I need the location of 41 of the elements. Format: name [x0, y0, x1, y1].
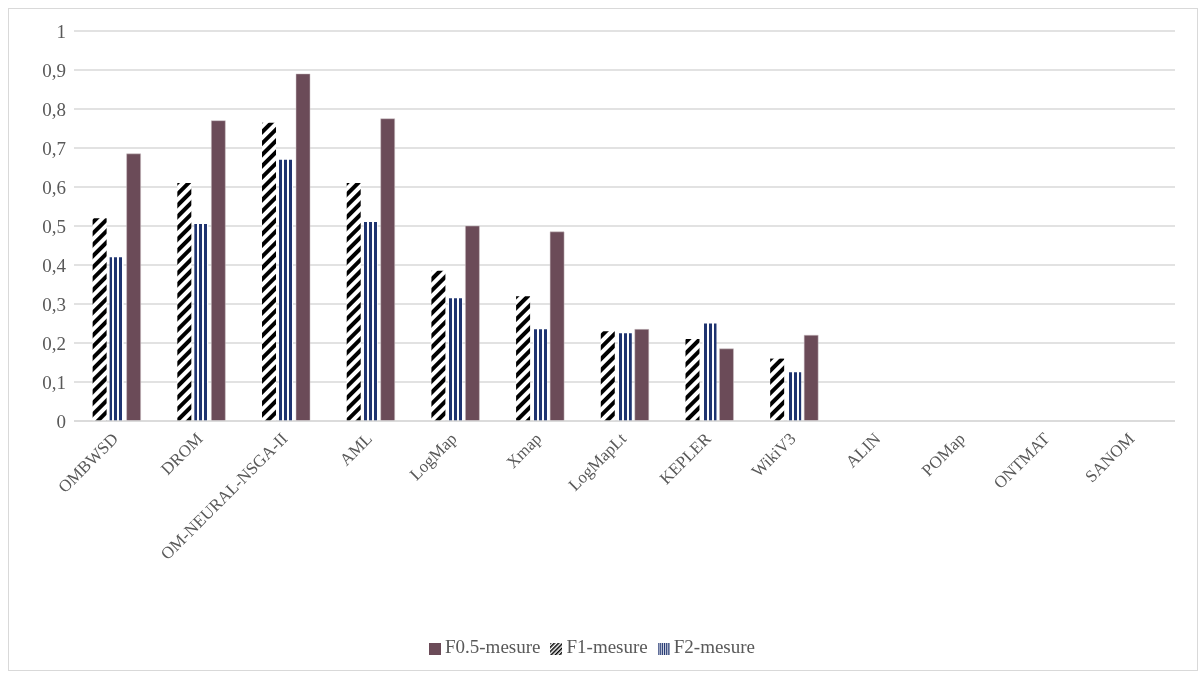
legend-label: F2-mesure [673, 636, 756, 657]
bar [363, 222, 378, 421]
bar [448, 298, 463, 421]
bar [516, 296, 531, 421]
bar [109, 257, 124, 421]
y-tick-label: 0,3 [42, 293, 66, 315]
bar [702, 323, 717, 421]
bar [431, 270, 446, 421]
y-tick-label: 0,7 [42, 137, 66, 159]
y-tick-label: 0,1 [42, 371, 66, 393]
legend-label: F1-mesure [566, 636, 648, 657]
bar [380, 118, 395, 421]
bar [126, 153, 141, 421]
bar [295, 73, 311, 421]
bar [279, 159, 294, 421]
bar [465, 225, 480, 421]
y-tick-label: 0,2 [42, 332, 66, 354]
bar [787, 372, 802, 421]
legend-label: F0.5-mesure [444, 636, 541, 657]
y-tick-label: 0,6 [42, 176, 66, 198]
bar [803, 334, 819, 421]
y-tick-label: 0,4 [42, 254, 67, 276]
bar [770, 358, 785, 421]
y-tick-label: 0,8 [42, 98, 66, 120]
y-tick-label: 0,9 [42, 59, 66, 81]
bar [549, 231, 565, 421]
bar [194, 224, 209, 421]
y-tick-label: 0 [56, 410, 66, 432]
bar [617, 333, 632, 421]
bar [346, 183, 361, 421]
bar [600, 331, 615, 421]
bar [92, 218, 107, 421]
bar [719, 348, 734, 421]
bar [211, 120, 226, 421]
y-tick-label: 0,5 [42, 215, 66, 237]
bar [634, 329, 650, 421]
bar [685, 339, 700, 421]
bar [177, 183, 192, 421]
bar [262, 122, 277, 421]
y-tick-label: 1 [56, 20, 66, 42]
bar [533, 329, 548, 421]
